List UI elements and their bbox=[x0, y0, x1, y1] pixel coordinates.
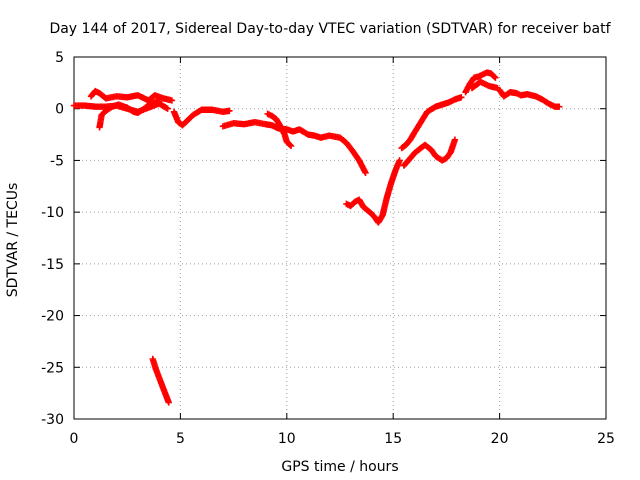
data-point bbox=[226, 107, 233, 114]
chart-title: Day 144 of 2017, Sidereal Day-to-day VTE… bbox=[49, 21, 611, 37]
data-point bbox=[555, 103, 563, 110]
x-tick-label: 10 bbox=[278, 431, 296, 447]
series-arc-b bbox=[87, 87, 176, 104]
data-point bbox=[492, 74, 499, 81]
data-point bbox=[168, 97, 176, 104]
x-tick-label: 20 bbox=[491, 431, 509, 447]
series-arc-g bbox=[264, 110, 295, 150]
data-point bbox=[458, 94, 465, 101]
data-point bbox=[165, 399, 172, 406]
data-point bbox=[164, 105, 171, 112]
grid-lines bbox=[74, 57, 606, 419]
y-tick-label: -5 bbox=[50, 153, 64, 169]
y-tick-label: 5 bbox=[55, 50, 64, 66]
y-tick-label: 0 bbox=[55, 102, 64, 118]
series-arc-c bbox=[96, 98, 163, 131]
data-point bbox=[362, 169, 369, 177]
y-tick-label: -25 bbox=[41, 360, 64, 376]
x-axis-title: GPS time / hours bbox=[281, 459, 398, 475]
data-point bbox=[396, 157, 403, 164]
data-points bbox=[70, 69, 563, 406]
y-tick-labels: 5 0 -5 -10 -15 -20 -25 -30 bbox=[41, 50, 64, 428]
series-arc-l bbox=[468, 78, 501, 92]
x-tick-label: 0 bbox=[70, 431, 79, 447]
y-axis-title: SDTVAR / TECUs bbox=[5, 183, 21, 298]
y-tick-label: -20 bbox=[41, 309, 64, 325]
series-arc-h bbox=[343, 157, 403, 226]
data-point bbox=[155, 98, 163, 105]
x-tick-label: 15 bbox=[384, 431, 402, 447]
x-tick-labels: 0 5 10 15 20 25 bbox=[70, 431, 615, 447]
data-point bbox=[286, 141, 294, 149]
plot-frame bbox=[73, 56, 607, 420]
data-point bbox=[491, 73, 498, 80]
series-arc-d bbox=[149, 355, 172, 406]
x-tick-label: 5 bbox=[176, 431, 185, 447]
series-arc-e bbox=[170, 106, 233, 129]
series-arc-m bbox=[496, 86, 563, 110]
x-tick-label: 25 bbox=[597, 431, 615, 447]
y-tick-label: -30 bbox=[41, 412, 64, 428]
series-arc-j bbox=[398, 94, 465, 152]
series-arc-i bbox=[400, 136, 459, 169]
y-tick-label: -15 bbox=[41, 257, 64, 273]
y-tick-label: -10 bbox=[41, 205, 64, 221]
data-point bbox=[451, 136, 459, 143]
data-point bbox=[287, 142, 295, 150]
